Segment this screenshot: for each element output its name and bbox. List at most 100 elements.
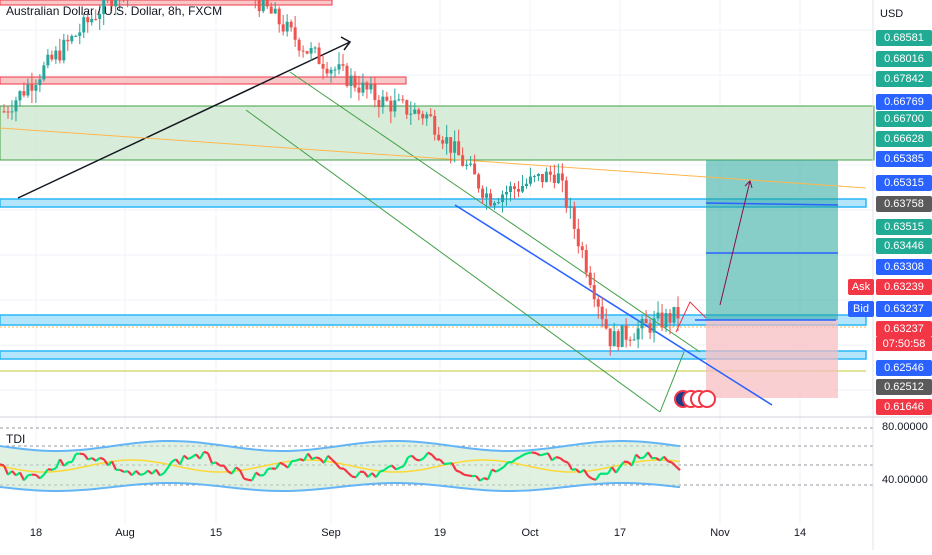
tdi-rsi-segment: [532, 452, 536, 453]
price-axis-label: 0.62546: [876, 360, 932, 376]
candle-body: [677, 307, 680, 318]
candle-body: [573, 206, 576, 228]
candles-layer: [3, 0, 680, 356]
tdi-rsi-segment: [52, 468, 56, 470]
candle-body: [90, 19, 93, 22]
price-axis-label: 0.63237: [876, 321, 932, 337]
bid-tag: Bid: [848, 301, 874, 317]
tdi-rsi-segment: [524, 453, 528, 454]
position-stop-zone: [706, 320, 838, 398]
candle-body: [445, 137, 448, 143]
candle-body: [10, 111, 13, 112]
bar-countdown: 07:50:58: [876, 337, 932, 351]
candle-body: [453, 141, 456, 152]
candle-body: [657, 313, 660, 319]
candle-body: [290, 22, 293, 28]
candle-body: [533, 176, 536, 177]
candle-body: [18, 91, 21, 100]
candle-body: [537, 174, 540, 176]
price-axis-label: 0.61646: [876, 399, 932, 415]
time-axis-label: 14: [794, 527, 806, 539]
candle-body: [322, 64, 325, 69]
candle-body: [469, 164, 472, 165]
candle-body: [286, 22, 289, 32]
candle-body: [266, 0, 269, 6]
time-axis-label: 15: [210, 527, 222, 539]
candle-body: [326, 69, 329, 74]
flag-icon[interactable]: [698, 390, 716, 408]
candle-body: [673, 307, 676, 323]
tdi-rsi-segment: [556, 457, 560, 458]
candle-body: [481, 189, 484, 198]
osc-level-upper: 80.00000: [882, 421, 928, 433]
tdi-rsi-segment: [296, 459, 300, 461]
candle-body: [298, 40, 301, 51]
candle-body: [341, 64, 344, 66]
tdi-rsi-segment: [204, 452, 208, 453]
price-axis-label: 0.66700: [876, 111, 932, 127]
candle-body: [373, 85, 376, 100]
candle-body: [409, 114, 412, 115]
tdi-rsi-segment: [464, 475, 468, 476]
candle-body: [282, 24, 285, 31]
candle-body: [349, 76, 352, 86]
candle-body: [306, 51, 309, 53]
candle-body: [310, 48, 313, 54]
candle-body: [369, 85, 372, 90]
candle-body: [577, 229, 580, 246]
candle-body: [553, 175, 556, 183]
resistance-zone-red: [0, 77, 406, 84]
candle-body: [401, 99, 404, 100]
candle-body: [70, 36, 73, 41]
tdi-rsi-segment: [456, 470, 460, 472]
candle-body: [262, 0, 265, 11]
candle-body: [461, 155, 464, 166]
price-axis-label: 0.65385: [876, 151, 932, 167]
candle-body: [30, 85, 33, 91]
candle-body: [385, 97, 388, 101]
candle-body: [50, 55, 53, 60]
candle-body: [521, 186, 524, 192]
candle-body: [389, 101, 392, 112]
candle-body: [66, 40, 69, 41]
candle-body: [294, 27, 297, 39]
candle-body: [38, 79, 41, 85]
candle-body: [457, 141, 460, 155]
candle-body: [633, 339, 636, 340]
candle-body: [549, 172, 552, 175]
currency-label: USD: [880, 8, 903, 20]
candle-body: [26, 85, 29, 96]
chart-title: Australian Dollar / U.S. Dollar, 8h, FXC…: [6, 4, 222, 18]
tdi-rsi-segment: [380, 470, 384, 471]
time-axis-label: Aug: [115, 527, 135, 539]
candle-body: [517, 189, 520, 192]
candle-body: [529, 177, 532, 184]
candle-body: [477, 174, 480, 188]
candle-body: [485, 193, 488, 197]
candle-body: [361, 83, 364, 93]
candle-body: [473, 164, 476, 175]
candle-body: [393, 100, 396, 111]
candle-body: [278, 9, 281, 25]
candle-body: [497, 202, 500, 203]
price-axis-label: 0.66628: [876, 131, 932, 147]
candle-body: [270, 6, 273, 13]
candle-body: [613, 331, 616, 346]
candle-body: [34, 85, 37, 91]
candle-body: [318, 48, 321, 64]
tdi-rsi-segment: [528, 452, 532, 453]
candle-body: [74, 36, 77, 37]
candle-body: [645, 319, 648, 323]
tdi-indicator-label[interactable]: TDI: [6, 432, 25, 446]
candle-body: [441, 140, 444, 144]
price-axis-label: 0.62512: [876, 379, 932, 395]
candle-body: [581, 246, 584, 250]
candle-body: [525, 184, 528, 186]
candle-body: [541, 174, 544, 182]
candle-body: [625, 326, 628, 340]
price-axis-label: 0.63446: [876, 238, 932, 254]
candle-body: [433, 116, 436, 135]
candle-body: [649, 323, 652, 332]
